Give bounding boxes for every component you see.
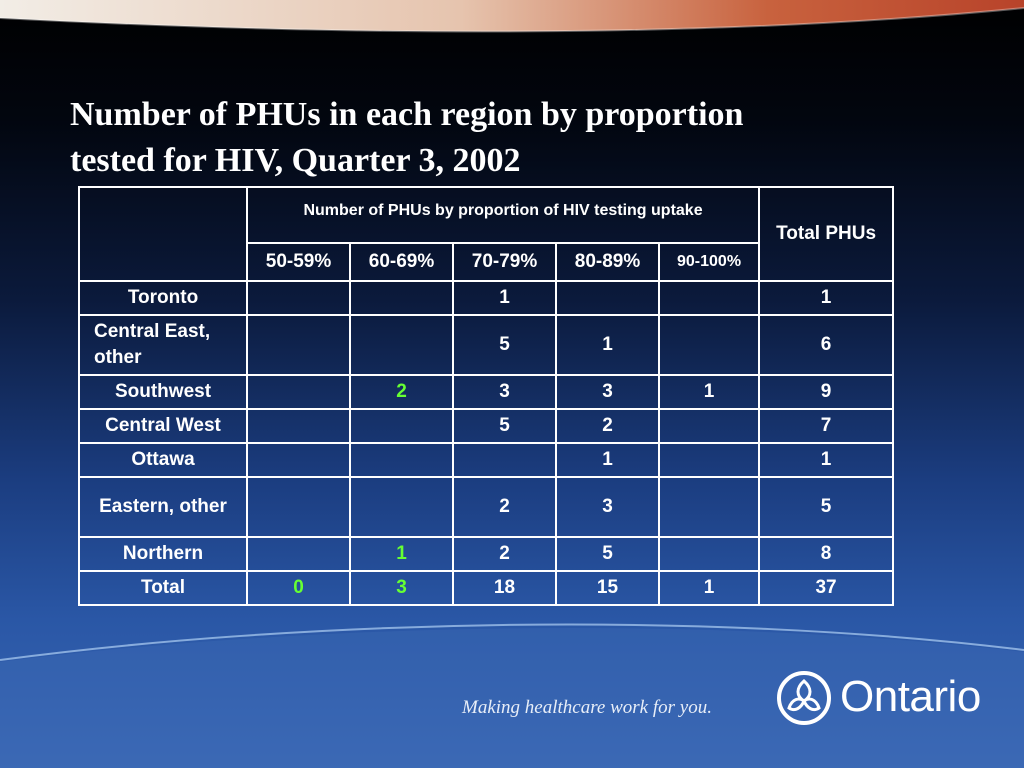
value-cell: 2 — [452, 476, 557, 538]
value-cell — [657, 280, 761, 316]
region-cell: Southwest — [78, 374, 248, 410]
brand-name: Ontario — [840, 672, 981, 721]
decorative-top-band — [0, 0, 1024, 33]
total-cell: 9 — [758, 374, 895, 410]
value-cell — [657, 476, 761, 538]
decorative-swoosh — [0, 623, 1024, 768]
value-cell — [349, 314, 454, 376]
value-cell: 5 — [452, 314, 557, 376]
table-row-total: Total 0 3 18 15 1 37 — [78, 570, 895, 606]
value-cell: 0 — [246, 570, 351, 606]
table-row: Central East, other 5 1 6 — [78, 314, 895, 376]
value-cell — [555, 280, 660, 316]
value-cell: 2 — [452, 536, 557, 572]
value-cell: 3 — [555, 476, 660, 538]
table-header-row: Number of PHUs by proportion of HIV test… — [78, 186, 895, 282]
region-cell: Total — [78, 570, 248, 606]
value-cell — [246, 314, 351, 376]
column-header: 70-79% — [452, 242, 557, 282]
trillium-logo-icon — [777, 671, 831, 725]
value-cell — [452, 442, 557, 478]
value-cell — [349, 280, 454, 316]
value-cell: 1 — [555, 442, 660, 478]
value-cell — [349, 442, 454, 478]
total-cell: 7 — [758, 408, 895, 444]
value-cell: 3 — [555, 374, 660, 410]
column-header: 50-59% — [246, 242, 351, 282]
region-cell: Eastern, other — [78, 476, 248, 538]
table-subheader-row: 50-59% 60-69% 70-79% 80-89% 90-100% — [79, 242, 893, 282]
value-cell — [349, 408, 454, 444]
column-header: 80-89% — [555, 242, 660, 282]
value-cell — [246, 374, 351, 410]
value-cell — [246, 408, 351, 444]
value-cell: 2 — [555, 408, 660, 444]
value-cell: 1 — [452, 280, 557, 316]
region-cell: Ottawa — [78, 442, 248, 478]
table-row: Toronto 1 1 — [78, 280, 895, 316]
value-cell — [246, 476, 351, 538]
value-cell — [657, 314, 761, 376]
table-row: Northern 1 2 5 8 — [78, 536, 895, 572]
slide-title: Number of PHUs in each region by proport… — [70, 92, 970, 184]
value-cell: 18 — [452, 570, 557, 606]
column-header: 60-69% — [349, 242, 454, 282]
value-cell: 5 — [555, 536, 660, 572]
total-cell: 37 — [758, 570, 895, 606]
value-cell — [657, 442, 761, 478]
value-cell: 15 — [555, 570, 660, 606]
header-blank-cell — [78, 186, 248, 282]
group-header: Number of PHUs by proportion of HIV test… — [245, 186, 761, 244]
tagline: Making healthcare work for you. — [462, 697, 712, 718]
region-cell: Central West — [78, 408, 248, 444]
total-cell: 1 — [758, 442, 895, 478]
value-cell: 1 — [657, 374, 761, 410]
table-row: Southwest 2 3 3 1 9 — [78, 374, 895, 410]
value-cell: 3 — [349, 570, 454, 606]
value-cell: 3 — [452, 374, 557, 410]
table-row: Ottawa 1 1 — [78, 442, 895, 478]
value-cell — [246, 280, 351, 316]
total-cell: 5 — [758, 476, 895, 538]
table-row: Central West 5 2 7 — [78, 408, 895, 444]
value-cell — [657, 536, 761, 572]
column-header: 90-100% — [657, 242, 761, 282]
region-cell: Northern — [78, 536, 248, 572]
title-line-2: tested for HIV, Quarter 3, 2002 — [70, 142, 521, 179]
value-cell — [246, 536, 351, 572]
value-cell: 5 — [452, 408, 557, 444]
table-row: Eastern, other 2 3 5 — [78, 476, 895, 538]
value-cell — [657, 408, 761, 444]
title-line-1: Number of PHUs in each region by proport… — [70, 96, 744, 133]
total-cell: 1 — [758, 280, 895, 316]
total-cell: 6 — [758, 314, 895, 376]
total-phus-header: Total PHUs — [758, 186, 895, 282]
region-cell: Toronto — [78, 280, 248, 316]
hiv-testing-table: Number of PHUs by proportion of HIV test… — [78, 186, 895, 606]
value-cell: 1 — [657, 570, 761, 606]
value-cell — [246, 442, 351, 478]
total-cell: 8 — [758, 536, 895, 572]
value-cell: 1 — [555, 314, 660, 376]
value-cell — [349, 476, 454, 538]
value-cell: 2 — [349, 374, 454, 410]
value-cell: 1 — [349, 536, 454, 572]
region-cell: Central East, other — [78, 314, 248, 376]
